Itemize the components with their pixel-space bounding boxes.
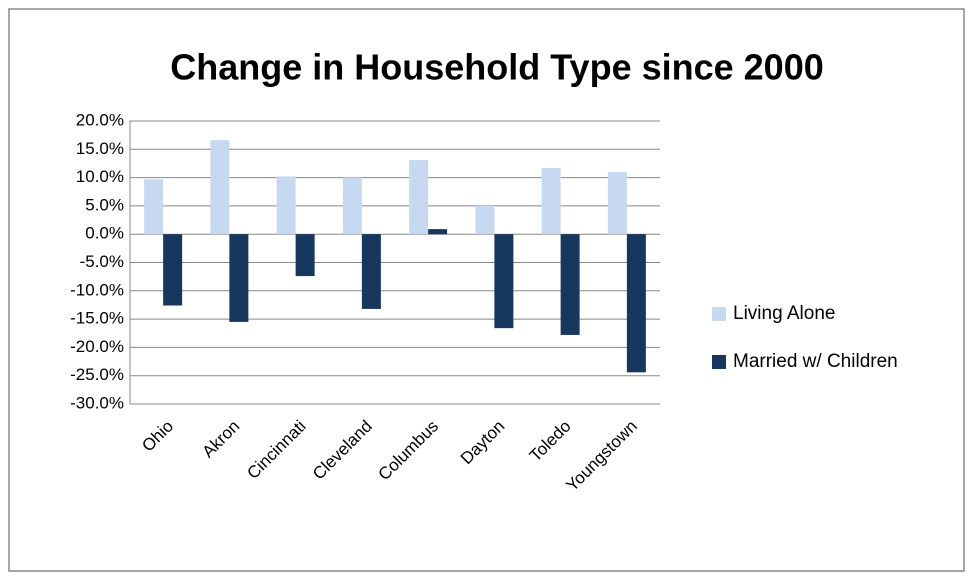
legend-label: Living Alone: [733, 303, 835, 324]
y-tick-label: -10.0%: [70, 280, 124, 299]
bar: [342, 177, 362, 235]
bar: [560, 234, 580, 335]
bar: [276, 176, 296, 235]
y-tick-label: 10.0%: [76, 167, 124, 186]
bar: [295, 234, 315, 277]
y-tick-label: -30.0%: [70, 393, 124, 412]
y-tick-label: -20.0%: [70, 337, 124, 356]
y-tick-label: -25.0%: [70, 365, 124, 384]
bar: [409, 160, 429, 235]
bar: [163, 234, 183, 306]
y-tick-label: 15.0%: [76, 139, 124, 158]
y-tick-label: -15.0%: [70, 309, 124, 328]
y-tick-label: 0.0%: [85, 224, 124, 243]
y-tick-label: -5.0%: [80, 252, 124, 271]
y-tick-label: 20.0%: [76, 110, 124, 129]
legend-swatch: [712, 355, 726, 369]
legend-swatch: [712, 307, 726, 321]
chart-title: Change in Household Type since 2000: [170, 47, 824, 88]
legend-label: Married w/ Children: [733, 351, 898, 372]
bar: [144, 179, 164, 235]
bar: [229, 234, 249, 322]
bar: [494, 234, 514, 329]
bar: [210, 140, 230, 235]
bar: [607, 171, 627, 235]
bar: [541, 167, 561, 235]
bar: [626, 234, 646, 373]
bar: [428, 229, 448, 235]
bar: [475, 205, 495, 235]
bar: [361, 234, 381, 309]
chart-border: [8, 8, 965, 572]
y-tick-label: 5.0%: [85, 195, 124, 214]
